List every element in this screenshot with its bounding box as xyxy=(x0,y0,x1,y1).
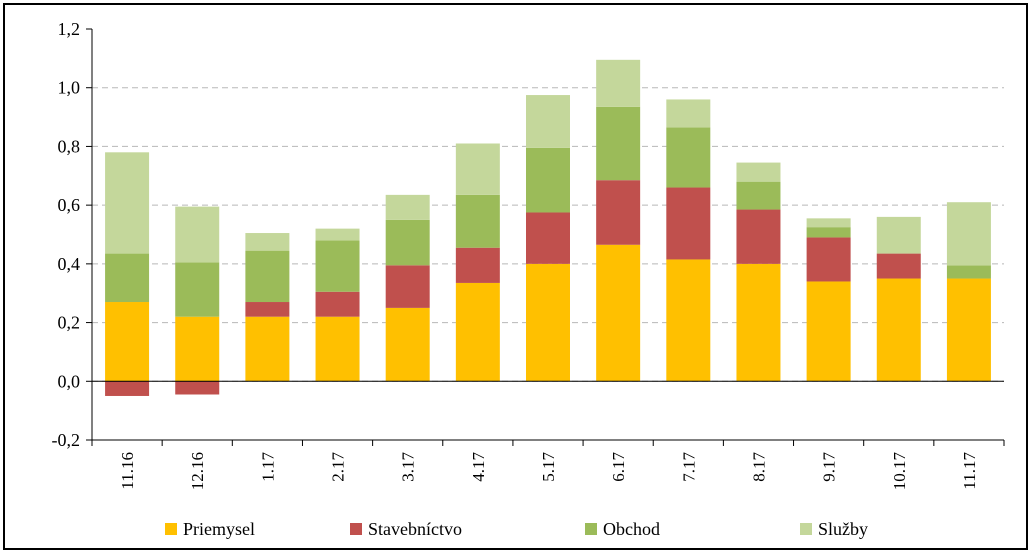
bar-segment xyxy=(315,240,360,292)
y-tick-label: 1,2 xyxy=(58,19,81,39)
bar-segment xyxy=(596,180,641,245)
bar-segment xyxy=(455,282,500,382)
bar-segment xyxy=(596,244,641,382)
y-tick-label: 0,6 xyxy=(58,195,81,215)
bar-segment xyxy=(175,262,220,317)
bar-segment xyxy=(315,316,360,382)
bar-segment xyxy=(666,187,711,260)
bar-segment xyxy=(175,206,220,263)
bar-segment xyxy=(105,302,150,382)
bar-segment xyxy=(385,194,430,220)
x-tick-label: 7.17 xyxy=(679,452,698,482)
bar-segment xyxy=(105,253,150,303)
bar-segment xyxy=(455,143,500,195)
bar-segment xyxy=(876,216,921,254)
legend-swatch xyxy=(350,523,362,535)
x-tick-label: 5.17 xyxy=(539,452,558,482)
legend-label: Priemysel xyxy=(183,519,255,539)
bar-segment xyxy=(806,281,851,382)
bar-segment xyxy=(385,219,430,266)
bar-segment xyxy=(245,233,290,251)
bar-segment xyxy=(455,194,500,248)
bar-segment xyxy=(455,247,500,283)
bar-segment xyxy=(806,218,851,228)
x-tick-label: 4.17 xyxy=(469,452,488,482)
bar-segment xyxy=(666,99,711,128)
bar-segment xyxy=(736,162,781,182)
bar-segment xyxy=(526,95,570,148)
bar-segment xyxy=(385,307,430,382)
bar-segment xyxy=(736,209,781,264)
bar-segment xyxy=(806,227,851,238)
chart-frame xyxy=(3,3,1028,550)
x-tick-label: 1.17 xyxy=(258,452,277,482)
bar-segment xyxy=(736,181,781,210)
bar-segment xyxy=(175,316,220,382)
legend-label: Služby xyxy=(818,519,868,539)
bar-segment xyxy=(736,263,781,382)
bar-segment xyxy=(596,106,641,181)
legend-swatch xyxy=(800,523,812,535)
bar-segment xyxy=(876,253,921,279)
bar-segment xyxy=(666,259,711,382)
bar-segment xyxy=(315,291,360,317)
bar-segment xyxy=(105,152,150,254)
legend-label: Obchod xyxy=(603,519,660,539)
legend-swatch xyxy=(165,523,177,535)
x-tick-label: 2.17 xyxy=(329,452,348,482)
bar-segment xyxy=(946,202,991,266)
bar-segment xyxy=(245,316,290,382)
bar-segment xyxy=(666,127,711,188)
bars xyxy=(105,59,991,396)
bar-segment xyxy=(105,381,150,396)
bar-segment xyxy=(385,265,430,308)
y-tick-label: 0,4 xyxy=(58,254,81,274)
y-tick-label: 1,0 xyxy=(58,78,81,98)
x-tick-label: 10.17 xyxy=(890,452,909,491)
legend-swatch xyxy=(585,523,597,535)
x-tick-labels: 11.16 12.16 1.17 2.17 3.17 4.17 5.17 6.17 7.17 8.… xyxy=(118,452,979,491)
bar-segment xyxy=(245,302,290,317)
bar-segment xyxy=(806,237,851,282)
y-tick-label: 0,2 xyxy=(58,313,81,333)
x-tick-label: 11.16 xyxy=(118,452,137,490)
bar-segment xyxy=(526,147,570,213)
bar-segment xyxy=(876,278,921,382)
x-tick-label: 8.17 xyxy=(749,452,768,482)
y-tick-label: 0,8 xyxy=(58,136,81,156)
x-tick-label: 6.17 xyxy=(609,452,628,482)
bar-segment xyxy=(175,381,220,395)
x-tick-label: 12.16 xyxy=(188,452,207,490)
legend: Priemysel Stavebníctvo Obchod Služby xyxy=(165,519,868,539)
bar-segment xyxy=(596,59,641,107)
bar-segment xyxy=(315,228,360,241)
y-tick-label: -0,2 xyxy=(52,430,81,450)
bar-segment xyxy=(946,278,991,382)
bar-segment xyxy=(526,263,570,382)
y-tick-label: 0,0 xyxy=(58,371,81,391)
x-tick-label: 9.17 xyxy=(820,452,839,482)
legend-label: Stavebníctvo xyxy=(368,519,462,539)
bar-segment xyxy=(245,250,290,303)
axes xyxy=(91,29,1005,446)
x-tick-label: 3.17 xyxy=(399,452,418,482)
bar-segment xyxy=(526,212,570,264)
x-tick-label: 11.17 xyxy=(960,452,979,490)
bar-segment xyxy=(946,265,991,279)
y-tick-labels: 1,2 1,0 0,8 0,6 0,4 0,2 0,0 -0,2 xyxy=(52,19,92,450)
